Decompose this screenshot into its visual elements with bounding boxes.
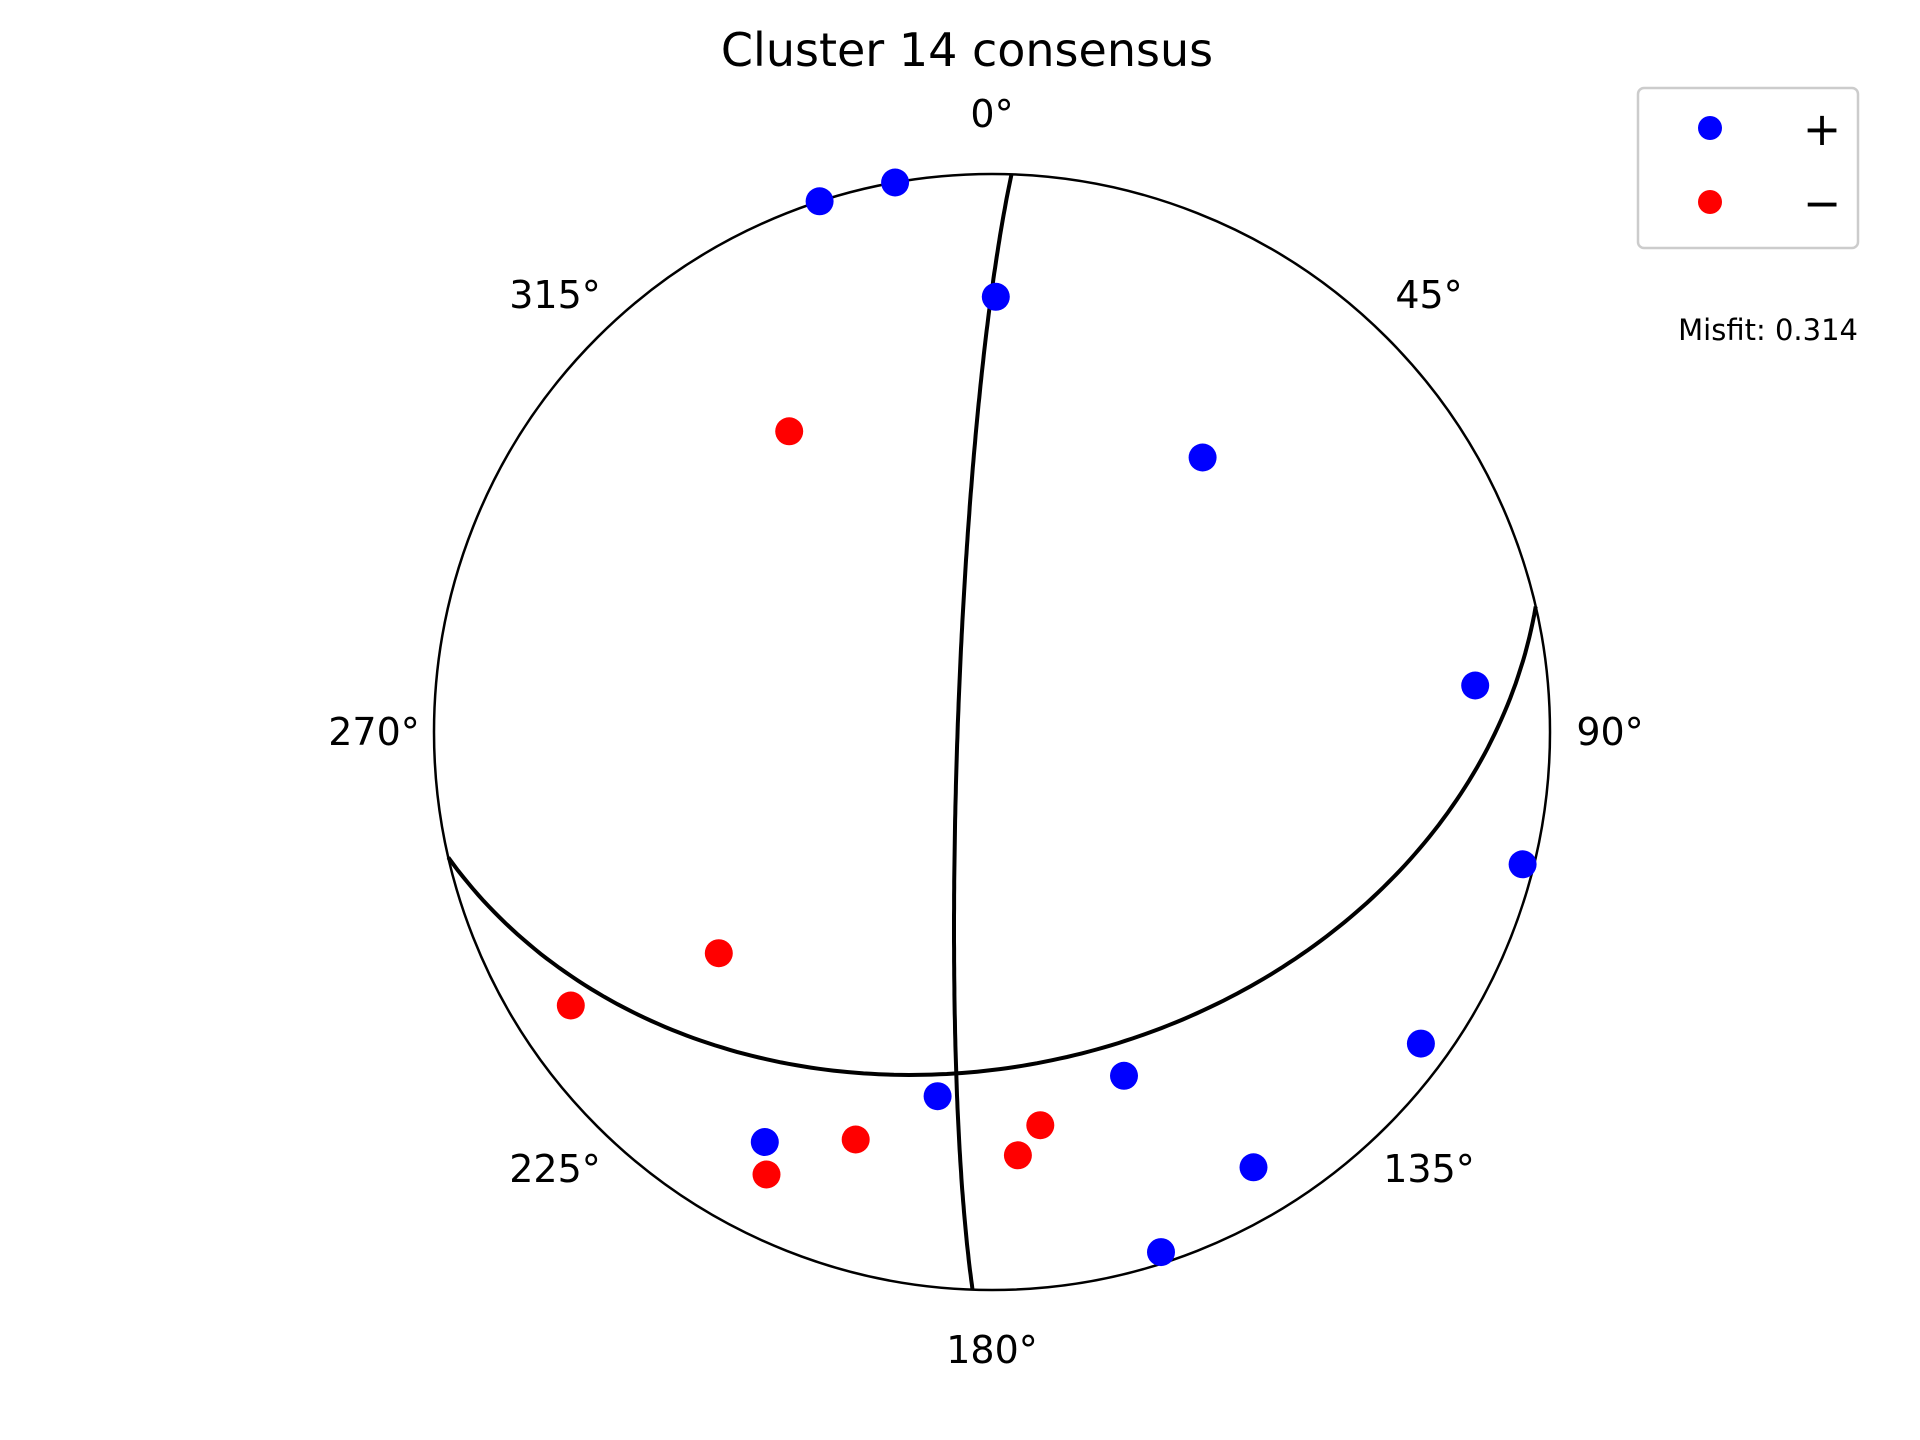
azimuth-label-270: 270° bbox=[328, 710, 420, 754]
polarity-point-negative-2 bbox=[556, 991, 585, 1020]
polarity-point-positive-1 bbox=[805, 187, 834, 216]
azimuth-label-90: 90° bbox=[1576, 710, 1643, 754]
polarity-point-positive-3 bbox=[981, 282, 1010, 311]
polarity-point-negative-4 bbox=[841, 1125, 870, 1154]
polarity-point-positive-12 bbox=[1147, 1238, 1175, 1267]
chart-title: Cluster 14 consensus bbox=[721, 23, 1213, 77]
nodal-plane-2 bbox=[446, 606, 1538, 1078]
nodal-planes bbox=[446, 173, 1538, 1290]
polarity-point-positive-11 bbox=[750, 1128, 779, 1156]
polarity-points bbox=[556, 168, 1537, 1267]
legend: + − bbox=[1636, 86, 1860, 250]
polarity-point-negative-3 bbox=[704, 939, 733, 968]
azimuth-label-180: 180° bbox=[946, 1328, 1038, 1372]
legend-marker-positive bbox=[1698, 116, 1722, 140]
azimuth-labels: 0° 45° 90° 135° 180° 225° 270° 315° bbox=[328, 92, 1643, 1372]
polarity-point-positive-5 bbox=[1461, 671, 1490, 700]
polarity-point-positive-8 bbox=[1239, 1153, 1268, 1182]
azimuth-label-45: 45° bbox=[1395, 273, 1462, 317]
legend-label-positive: + bbox=[1803, 102, 1842, 156]
azimuth-label-0: 0° bbox=[970, 92, 1013, 136]
polarity-point-negative-6 bbox=[1026, 1111, 1055, 1140]
polarity-point-positive-7 bbox=[1110, 1061, 1138, 1090]
polarity-point-positive-6 bbox=[1508, 850, 1537, 879]
polarity-point-positive-4 bbox=[1188, 443, 1217, 472]
legend-marker-negative bbox=[1698, 190, 1722, 214]
polarity-point-negative-5 bbox=[1003, 1141, 1032, 1170]
nodal-plane-1 bbox=[952, 173, 1014, 1290]
legend-frame bbox=[1636, 86, 1860, 250]
polarity-point-positive-9 bbox=[1406, 1029, 1435, 1058]
legend-label-negative: − bbox=[1803, 176, 1842, 230]
polarity-point-negative-1 bbox=[775, 417, 804, 446]
polarity-point-negative-7 bbox=[752, 1160, 781, 1189]
azimuth-label-225: 225° bbox=[509, 1147, 601, 1191]
polarity-point-positive-2 bbox=[881, 168, 910, 197]
polarity-point-positive-10 bbox=[923, 1082, 952, 1111]
azimuth-label-315: 315° bbox=[509, 273, 601, 317]
misfit-annotation: Misfit: 0.314 bbox=[1678, 313, 1858, 347]
azimuth-label-135: 135° bbox=[1383, 1147, 1475, 1191]
stereonet-outline bbox=[432, 172, 1552, 1292]
